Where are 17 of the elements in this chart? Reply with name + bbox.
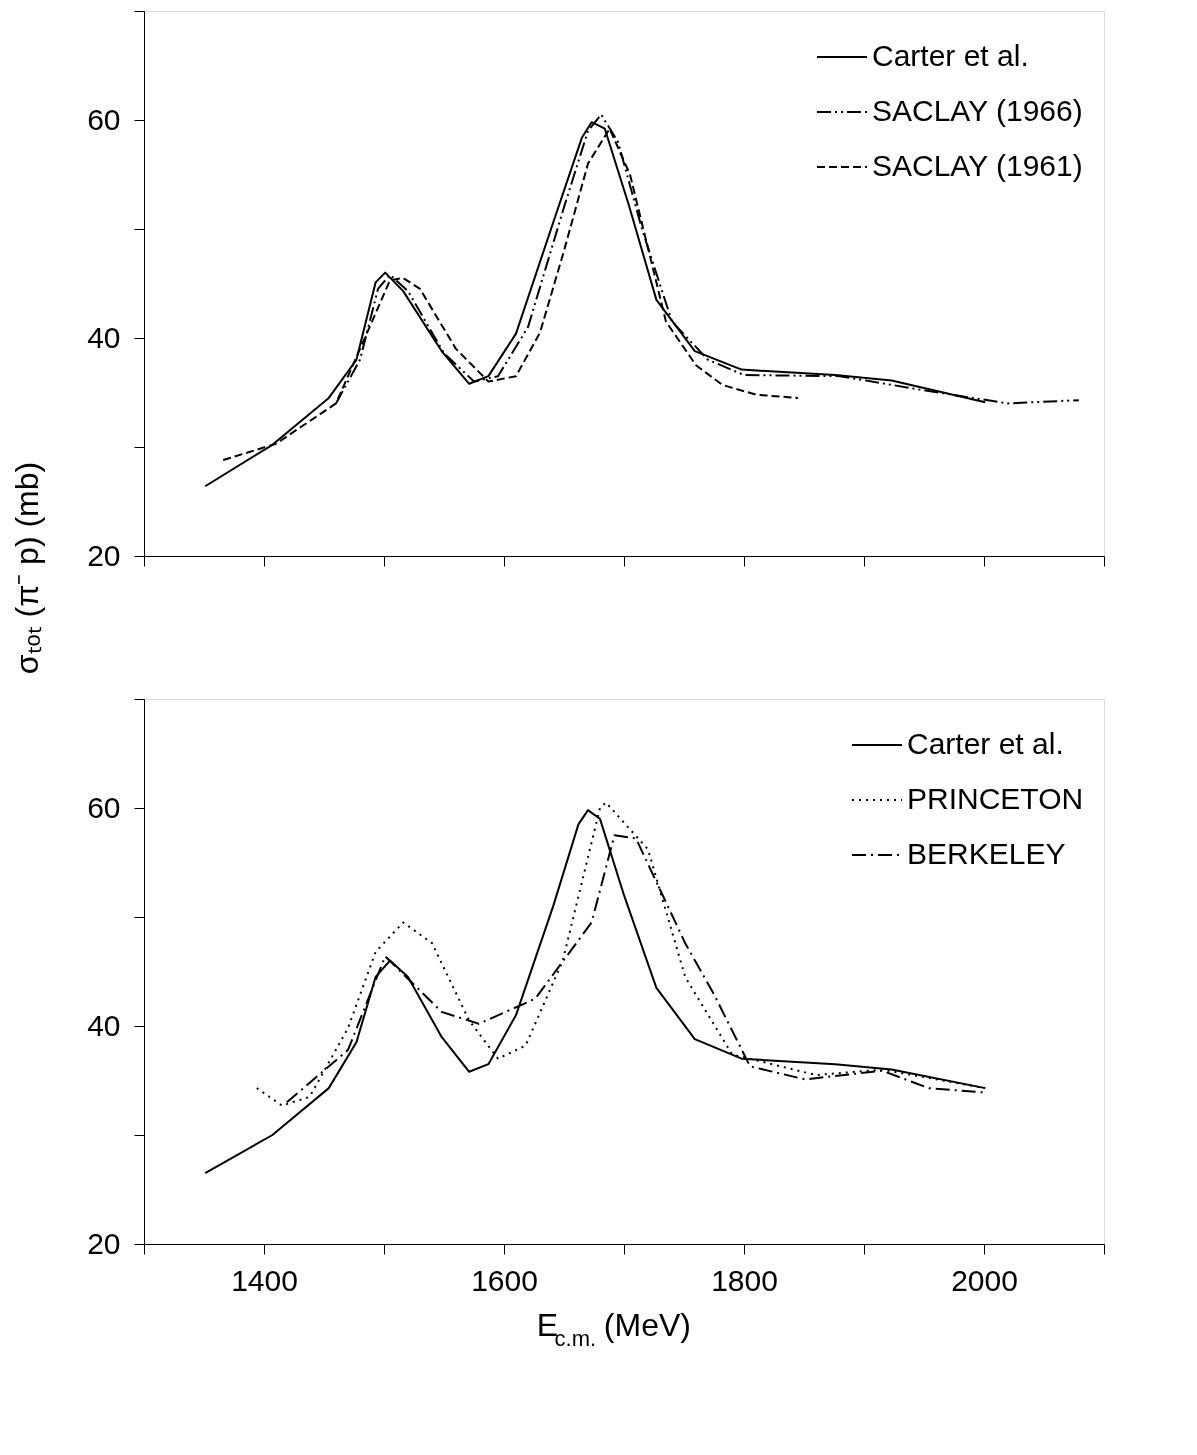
x-tick-label: 1600 [471,1263,538,1297]
y-tick-label: 20 [87,538,121,572]
legend-label: SACLAY (1966) [872,94,1083,127]
legend-label: Carter et al. [907,727,1064,760]
legend-label: BERKELEY [907,837,1066,870]
legend-label: Carter et al. [872,39,1029,72]
x-tick-label: 2000 [951,1263,1018,1297]
y-tick-label: 60 [87,102,121,136]
y-tick-label: 20 [87,1226,121,1260]
legend-label: PRINCETON [907,782,1084,815]
legend-label: SACLAY (1961) [872,149,1083,182]
x-tick-label: 1800 [711,1263,778,1297]
y-tick-label: 40 [87,1008,121,1042]
y-axis-title: σₜₒₜ (π⁻ p) (mb) [8,461,45,675]
y-tick-label: 60 [87,790,121,824]
x-tick-label: 1400 [231,1263,298,1297]
y-tick-label: 40 [87,320,121,354]
